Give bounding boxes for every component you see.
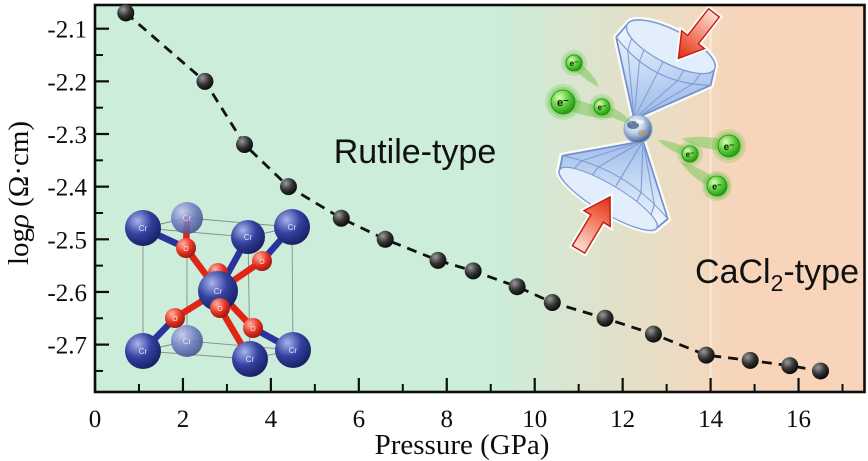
electron-label: e⁻: [570, 59, 579, 68]
y-tick-label: -2.3: [47, 122, 87, 149]
electron: e⁻: [545, 84, 615, 126]
x-axis-title: Pressure (GPa): [375, 429, 550, 461]
atom-label: O: [250, 326, 256, 333]
data-point: [543, 293, 561, 311]
data-point: [697, 346, 715, 364]
rutile-phase-label: Rutile-type: [334, 133, 497, 171]
plot-frame: [93, 3, 866, 394]
data-point: [508, 278, 526, 296]
electron-label: e⁻: [686, 150, 695, 159]
x-tick-label: 0: [89, 406, 102, 433]
cr-atom-corner: Cr: [275, 332, 311, 368]
data-point: [376, 230, 394, 248]
x-tick-label: 4: [265, 406, 278, 433]
y-title-rho: ρ: [3, 214, 35, 229]
data-point: [236, 136, 254, 154]
x-tick-label: 16: [786, 406, 811, 433]
data-point: [812, 362, 830, 380]
atom-label: O: [183, 246, 189, 253]
electron-label: e⁻: [712, 182, 722, 192]
diamond-anvil-cell-illustration: e⁻ e⁻ e⁻ e⁻: [545, 4, 746, 257]
cr-atom-back: Cr: [171, 202, 203, 234]
data-point: [429, 251, 447, 269]
o-atom: O: [165, 308, 185, 328]
x-tick-label: 6: [353, 406, 366, 433]
axes-layer: 0 2 4 6 8 10 12 14 16 -2.1 -2.2 -2.3 -2.4 -2.5 -2.6 -2.…: [47, 17, 844, 433]
atom-label: Cr: [214, 287, 223, 296]
y-tick-label: -2.4: [47, 175, 87, 202]
series-dashed-line: [124, 11, 821, 373]
y-tick-label: -2.5: [47, 227, 87, 254]
data-point: [196, 72, 214, 90]
y-axis-title: logρ (Ω·cm): [3, 121, 35, 265]
atom-label: Cr: [246, 355, 255, 364]
cr-atom-back: Cr: [171, 325, 203, 357]
y-tick-label: -2.7: [47, 333, 87, 360]
x-tick-label: 2: [177, 406, 190, 433]
electron: e⁻: [656, 135, 703, 167]
y-title-pre: log: [3, 228, 35, 265]
atom-label: Cr: [139, 347, 148, 356]
data-series: [117, 4, 830, 380]
cr-atom-corner: Cr: [125, 333, 161, 369]
data-point: [279, 178, 297, 196]
rutile-crystal-structure-inset: Cr Cr Cr Cr Cr Cr: [125, 202, 311, 377]
atom-label: Cr: [139, 224, 148, 233]
y-tick-label: -2.1: [47, 17, 87, 44]
atom-label: Cr: [244, 233, 253, 242]
electron: e⁻: [678, 156, 732, 201]
data-point: [644, 325, 662, 343]
atom-label: Cr: [183, 337, 192, 346]
electron-label: e⁻: [598, 103, 607, 112]
cacl2-pre: CaCl: [695, 253, 771, 291]
atom-label: O: [217, 306, 223, 313]
x-tick-label: 10: [522, 406, 547, 433]
atom-label: Cr: [289, 346, 298, 355]
cacl2-phase-label: CaCl2-type: [695, 253, 859, 296]
y-title-post: (Ω·cm): [3, 121, 35, 214]
data-point: [596, 309, 614, 327]
atom-label: Cr: [288, 223, 297, 232]
atom-label: O: [172, 316, 178, 323]
phase-gradient-background: [95, 5, 865, 392]
data-point: [781, 357, 799, 375]
data-point: [741, 351, 759, 369]
x-tick-label: 12: [610, 406, 635, 433]
y-tick-label: -2.6: [47, 280, 87, 307]
electron: e⁻: [589, 94, 635, 129]
y-tick-label: -2.2: [47, 69, 87, 96]
o-atom: O: [252, 251, 272, 271]
data-point: [332, 209, 350, 227]
electron: e⁻: [680, 129, 746, 163]
cacl2-subscript: 2: [771, 270, 784, 296]
o-atom: O: [210, 298, 230, 318]
electron-label: e⁻: [557, 97, 569, 109]
cacl2-post: -type: [783, 253, 859, 291]
electron-label: e⁻: [724, 142, 735, 153]
x-tick-label: 8: [441, 406, 454, 433]
cr-atom-corner: Cr: [232, 341, 268, 377]
electron: e⁻: [561, 50, 602, 91]
o-atom: O: [243, 318, 263, 338]
atom-label: Cr: [183, 214, 192, 223]
cr-atom-corner: Cr: [274, 209, 310, 245]
x-tick-label: 14: [698, 406, 724, 433]
data-point: [117, 4, 135, 22]
atom-label: O: [259, 259, 265, 266]
data-point: [464, 262, 482, 280]
cr-atom-center: Cr: [198, 271, 238, 311]
cr-atom-corner: Cr: [125, 210, 161, 246]
cr-atom-corner: Cr: [231, 220, 265, 254]
o-atom: O: [176, 238, 196, 258]
